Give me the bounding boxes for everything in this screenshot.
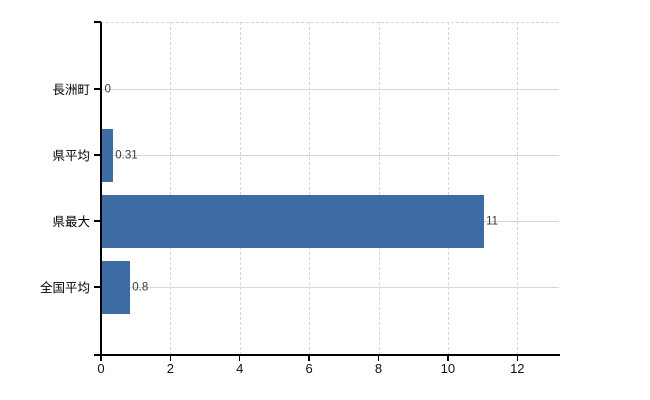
bar-1	[102, 128, 113, 182]
y-tick-0	[94, 88, 101, 90]
gridline-vertical	[378, 22, 380, 355]
category-label-3: 全国平均	[39, 280, 90, 295]
x-tick-6	[516, 355, 518, 361]
value-label-3: 0.8	[132, 280, 149, 293]
gridline-horizontal	[101, 155, 559, 156]
bar-3	[102, 260, 130, 314]
value-label-2: 11	[486, 214, 499, 227]
x-tick-label-4: 8	[374, 361, 383, 376]
value-label-0: 0	[104, 82, 111, 95]
gridline-vertical	[517, 22, 519, 355]
gridline-horizontal	[101, 287, 559, 288]
value-label-1: 0.31	[115, 148, 138, 161]
x-tick-label-5: 10	[440, 361, 456, 376]
x-tick-1	[169, 355, 172, 361]
x-tick-3	[308, 355, 310, 361]
x-tick-2	[239, 355, 241, 361]
x-tick-label-3: 6	[305, 361, 313, 376]
bar-2	[102, 194, 484, 248]
y-tick-3	[94, 286, 101, 288]
x-tick-label-1: 2	[166, 361, 174, 376]
x-tick-4	[377, 355, 380, 361]
y-tick-1	[94, 154, 101, 156]
y-axis-line	[100, 22, 102, 361]
category-label-2: 県最大	[52, 214, 90, 229]
category-label-0: 長洲町	[52, 82, 90, 97]
gridline-vertical	[309, 22, 311, 355]
x-axis-line	[94, 354, 560, 356]
x-tick-5	[447, 355, 449, 361]
x-tick-label-6: 12	[510, 361, 525, 376]
gridline-horizontal	[101, 89, 559, 90]
gridline-top	[101, 22, 559, 23]
gridline-vertical	[239, 22, 241, 355]
x-tick-label-0: 0	[97, 361, 105, 376]
y-tick-2	[94, 220, 101, 222]
category-label-1: 県平均	[52, 148, 90, 163]
x-tick-label-2: 4	[236, 361, 244, 376]
y-tick-top	[94, 21, 101, 23]
gridline-vertical	[170, 22, 172, 355]
gridline-vertical	[447, 22, 449, 355]
